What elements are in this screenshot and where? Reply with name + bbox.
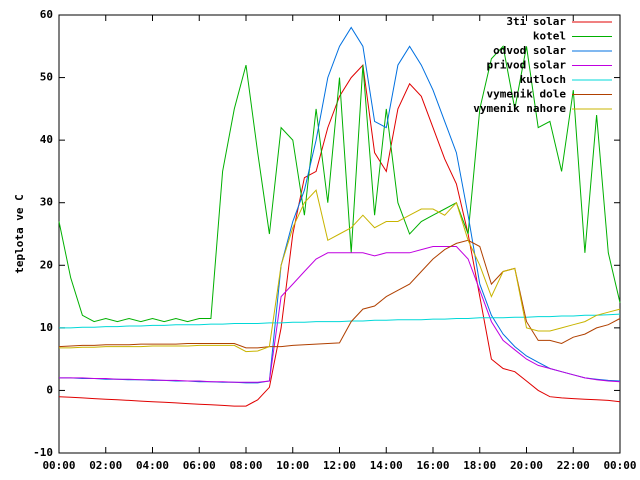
legend-label: vymenik dole: [487, 88, 567, 101]
x-tick-label: 12:00: [323, 459, 356, 472]
y-tick-label: 0: [46, 383, 53, 396]
x-tick-label: 00:00: [42, 459, 75, 472]
x-tick-label: 14:00: [370, 459, 403, 472]
x-tick-label: 18:00: [463, 459, 496, 472]
x-tick-label: 06:00: [183, 459, 216, 472]
series-line: [59, 189, 621, 353]
x-tick-label: 10:00: [276, 459, 309, 472]
x-tick-label: 02:00: [89, 459, 122, 472]
legend-label: privod solar: [487, 59, 567, 72]
legend-label: vymenik nahore: [473, 102, 566, 115]
y-tick-label: 50: [40, 71, 53, 84]
x-tick-label: 20:00: [510, 459, 543, 472]
y-axis-label: teplota ve C: [13, 194, 26, 273]
series-line: [58, 45, 621, 323]
legend-label: 3ti solar: [506, 15, 566, 28]
x-tick-label: 16:00: [416, 459, 449, 472]
series-line: [59, 246, 621, 383]
series-line: [58, 239, 621, 349]
legend-label: odvod solar: [493, 44, 566, 57]
x-tick-label: 08:00: [229, 459, 262, 472]
y-tick-label: -10: [33, 446, 53, 459]
series-line: [58, 63, 621, 407]
legend-label: kutloch: [520, 73, 566, 86]
x-tick-label: 22:00: [557, 459, 590, 472]
y-tick-label: 30: [40, 196, 53, 209]
x-tick-label: 04:00: [136, 459, 169, 472]
series-line: [59, 26, 621, 384]
legend-label: kotel: [533, 30, 566, 43]
y-tick-label: 20: [40, 258, 53, 271]
y-tick-label: 40: [40, 133, 53, 146]
x-tick-label: 00:00: [603, 459, 636, 472]
y-tick-label: 10: [40, 321, 53, 334]
series-line: [59, 313, 621, 329]
y-tick-label: 60: [40, 8, 53, 21]
